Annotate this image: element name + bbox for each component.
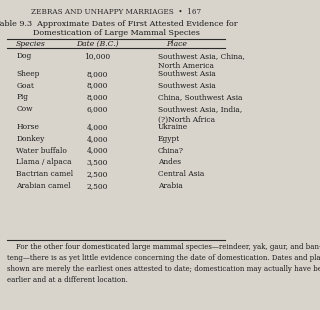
Text: 6,000: 6,000	[87, 105, 108, 113]
Text: China, Southwest Asia: China, Southwest Asia	[158, 93, 242, 101]
Text: Water buffalo: Water buffalo	[16, 147, 67, 155]
Text: Southwest Asia, India,
(?)North Africa: Southwest Asia, India, (?)North Africa	[158, 105, 242, 123]
Text: Southwest Asia, China,
North America: Southwest Asia, China, North America	[158, 52, 245, 70]
Text: 4,000: 4,000	[87, 123, 108, 131]
Text: China?: China?	[158, 147, 184, 155]
Text: 10,000: 10,000	[84, 52, 111, 60]
Text: 8,000: 8,000	[87, 93, 108, 101]
Text: Andes: Andes	[158, 158, 181, 166]
Text: Date (B.C.): Date (B.C.)	[76, 40, 119, 48]
Text: ZEBRAS AND UNHAPPY MARRIAGES  •  167: ZEBRAS AND UNHAPPY MARRIAGES • 167	[31, 8, 201, 16]
Text: Table 9.3  Approximate Dates of First Attested Evidence for: Table 9.3 Approximate Dates of First Att…	[0, 20, 237, 28]
Text: Bactrian camel: Bactrian camel	[16, 170, 73, 178]
Text: Arabian camel: Arabian camel	[16, 182, 71, 190]
Text: Horse: Horse	[16, 123, 39, 131]
Text: Llama / alpaca: Llama / alpaca	[16, 158, 72, 166]
Text: Dog: Dog	[16, 52, 31, 60]
Text: Arabia: Arabia	[158, 182, 183, 190]
Text: Goat: Goat	[16, 82, 34, 90]
Text: 2,500: 2,500	[87, 170, 108, 178]
Text: Species: Species	[16, 40, 46, 48]
Text: Place: Place	[166, 40, 187, 48]
Text: Ukraine: Ukraine	[158, 123, 188, 131]
Text: Central Asia: Central Asia	[158, 170, 204, 178]
Text: For the other four domesticated large mammal species—reindeer, yak, gaur, and ba: For the other four domesticated large ma…	[7, 243, 320, 284]
Text: Cow: Cow	[16, 105, 33, 113]
Text: Southwest Asia: Southwest Asia	[158, 70, 216, 78]
Text: 3,500: 3,500	[87, 158, 108, 166]
Text: Pig: Pig	[16, 93, 28, 101]
Text: Sheep: Sheep	[16, 70, 40, 78]
Text: Southwest Asia: Southwest Asia	[158, 82, 216, 90]
Text: 8,000: 8,000	[87, 82, 108, 90]
Text: 2,500: 2,500	[87, 182, 108, 190]
Text: 8,000: 8,000	[87, 70, 108, 78]
Text: Donkey: Donkey	[16, 135, 44, 143]
Text: 4,000: 4,000	[87, 135, 108, 143]
Text: 4,000: 4,000	[87, 147, 108, 155]
Text: Domestication of Large Mammal Species: Domestication of Large Mammal Species	[33, 29, 200, 37]
Text: Egypt: Egypt	[158, 135, 180, 143]
